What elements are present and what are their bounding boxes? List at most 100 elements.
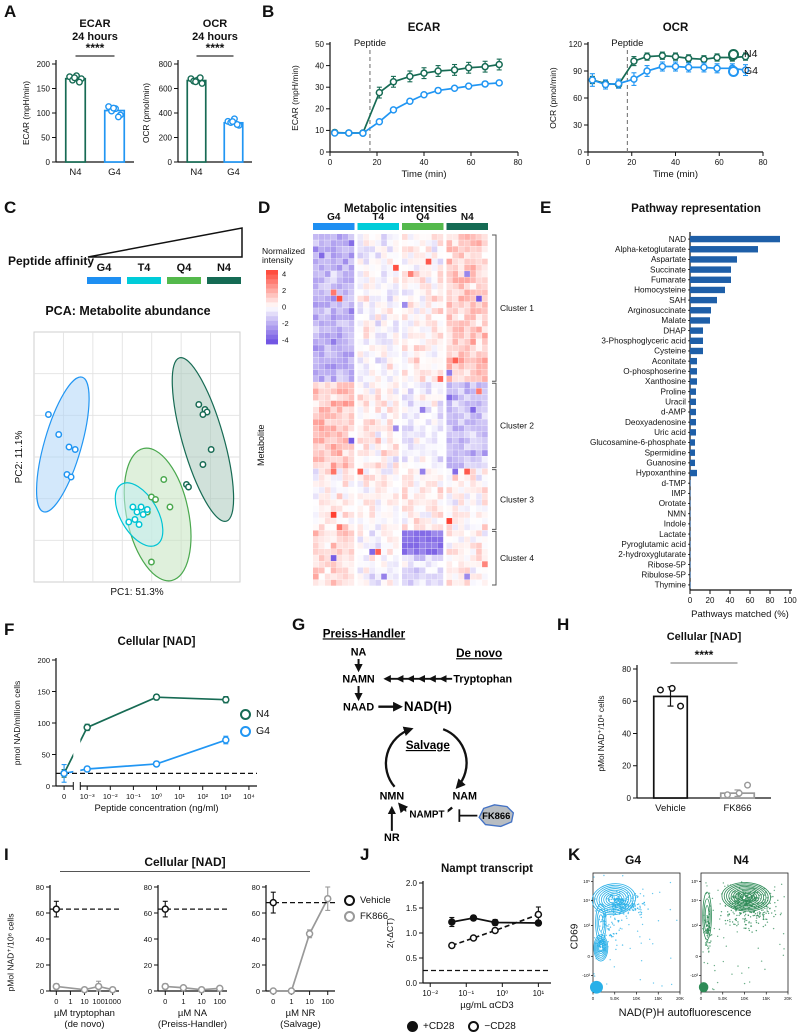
svg-text:30: 30 [315,83,324,92]
svg-text:40: 40 [671,158,680,167]
n4-marker-icon [728,48,739,60]
svg-text:µM NA: µM NA [178,1008,208,1019]
svg-text:intensity: intensity [262,255,294,265]
peptide-affinity-label: Peptide affinity [8,254,95,268]
panel-h: H 0 20 40 60 80 Cellular [NAD] **** pMol NAD⁺/1… [545,615,800,845]
cellular-nad-dose-line-chart: 0 50 100 150 200 0 10⁻³ 10⁻² 10⁻¹ 10⁰ 10¹ 10² 10³ 10⁴… [12,636,257,814]
g4-flow-contour-plot: 0 5.0K 10K 15K 20K 10⁵ 10⁴ 10³ 0 -10³ [582,872,684,1001]
svg-text:400: 400 [159,109,173,118]
svg-text:Cellular [NAD]: Cellular [NAD] [667,631,742,643]
svg-text:-2: -2 [282,319,289,328]
panel-g-label: G [292,615,306,634]
svg-text:-4: -4 [282,335,289,344]
svg-text:1.5: 1.5 [406,904,418,913]
svg-text:60: 60 [573,94,582,103]
svg-text:0: 0 [40,987,44,996]
pathway-representation-bar-chart: Pathway representation 0 20 40 60 80 100 Pathwa… [590,203,797,620]
svg-text:Ribose-5P: Ribose-5P [648,560,687,569]
svg-text:40: 40 [36,935,44,944]
svg-text:G4: G4 [227,167,240,178]
svg-text:Xanthosine: Xanthosine [645,377,686,386]
nad-node: NAD(H) [404,699,452,714]
svg-text:0: 0 [282,303,286,312]
legend-item-n4: N4 [728,48,758,60]
svg-text:50: 50 [41,133,50,142]
svg-text:****: **** [86,41,105,55]
svg-text:Homocysteine: Homocysteine [634,286,686,295]
svg-text:3-Phosphoglyceric acid: 3-Phosphoglyceric acid [601,337,686,346]
svg-text:O-phosphoserine: O-phosphoserine [623,367,686,376]
svg-text:1: 1 [68,997,72,1006]
svg-text:15K: 15K [762,996,770,1001]
affinity-triangle [87,227,243,258]
svg-text:80: 80 [252,883,260,892]
svg-text:40: 40 [252,935,260,944]
svg-text:Time (min): Time (min) [653,169,698,180]
svg-text:10⁻¹: 10⁻¹ [126,792,141,801]
legend-item-minus-cd28: −CD28 [468,1021,516,1032]
n4-flow-contour-plot: 0 5.0K 10K 15K 20K 10⁵ 10⁴ 10³ 0 -10³ [690,872,792,1001]
svg-text:N4: N4 [69,167,81,178]
svg-text:20: 20 [373,158,382,167]
legend-label: N4 [744,48,758,60]
panel-g: G Preiss-Handler De novo NA NAMN Tryptop… [290,615,545,845]
svg-text:10⁴: 10⁴ [583,898,590,903]
svg-text:30: 30 [573,121,582,130]
svg-text:0.5: 0.5 [406,954,418,963]
fk866-badge [478,804,515,828]
panel-e-label: E [540,198,552,217]
nadph-axis-label: NAD(P)H autofluorescence [618,1007,752,1019]
affinity-group-t4: T4 [126,262,162,284]
svg-text:0: 0 [148,987,152,996]
svg-text:10⁵: 10⁵ [691,879,698,884]
namn-node: NAMN [342,673,375,685]
svg-text:Pathway representation: Pathway representation [631,203,761,215]
svg-text:(Preiss-Handler): (Preiss-Handler) [158,1019,227,1030]
svg-text:Pyroglutamic acid: Pyroglutamic acid [621,540,686,549]
svg-text:PC2: 11.1%: PC2: 11.1% [14,431,25,484]
svg-text:10K: 10K [741,996,749,1001]
legend-item-g4: G4 [728,65,758,77]
svg-text:Alpha-ketoglutarate: Alpha-ketoglutarate [615,245,686,254]
svg-text:NAD: NAD [669,235,686,244]
panel-d-label: D [258,198,271,217]
svg-text:10⁻¹: 10⁻¹ [458,989,474,998]
nmn-to-nad-arc [384,726,414,788]
svg-text:100: 100 [321,997,334,1006]
svg-text:20: 20 [144,961,152,970]
svg-text:Cluster 3: Cluster 3 [500,495,534,505]
svg-text:10: 10 [305,997,313,1006]
svg-text:40: 40 [315,61,324,70]
vehicle-marker-icon [344,895,355,906]
q4-color-swatch [167,277,201,284]
svg-text:0: 0 [696,954,699,959]
ecar-kinetics-line-chart: 0 10 20 30 40 50 0 20 40 60 80 ECAR ECAR (mpH/min) Ti… [290,22,523,180]
svg-text:10: 10 [197,997,205,1006]
svg-text:DHAP: DHAP [663,326,686,335]
cd28-legend: +CD28 −CD28 [407,1021,516,1032]
svg-text:Time (min): Time (min) [401,169,446,180]
svg-text:Uric acid: Uric acid [654,428,686,437]
flow-n4-title: N4 [733,853,749,867]
svg-text:****: **** [206,41,225,55]
svg-text:24 hours: 24 hours [72,31,118,43]
svg-text:0: 0 [54,997,58,1006]
svg-text:Cluster 1: Cluster 1 [500,303,534,313]
svg-text:Aspartate: Aspartate [651,255,686,264]
svg-text:d-TMP: d-TMP [661,479,686,488]
svg-text:100: 100 [92,997,105,1006]
affinity-groups: G4 T4 Q4 N4 [86,262,242,284]
na-nad-line-chart: 0 20 40 60 80 0 1 10 100 µM NA(Preiss-Handler) [144,883,227,1030]
svg-text:200: 200 [37,60,51,69]
svg-text:T4: T4 [372,212,384,223]
group-label: Q4 [176,262,192,274]
g4-marker-icon [240,725,251,737]
svg-text:100: 100 [37,719,50,728]
affinity-group-n4: N4 [206,262,242,284]
panel-j-label: J [360,845,370,864]
fk866-label: FK866 [482,811,510,822]
svg-text:Vehicle: Vehicle [655,803,686,814]
svg-text:Metabolite: Metabolite [256,424,266,466]
de-novo-heading: De novo [456,647,502,660]
